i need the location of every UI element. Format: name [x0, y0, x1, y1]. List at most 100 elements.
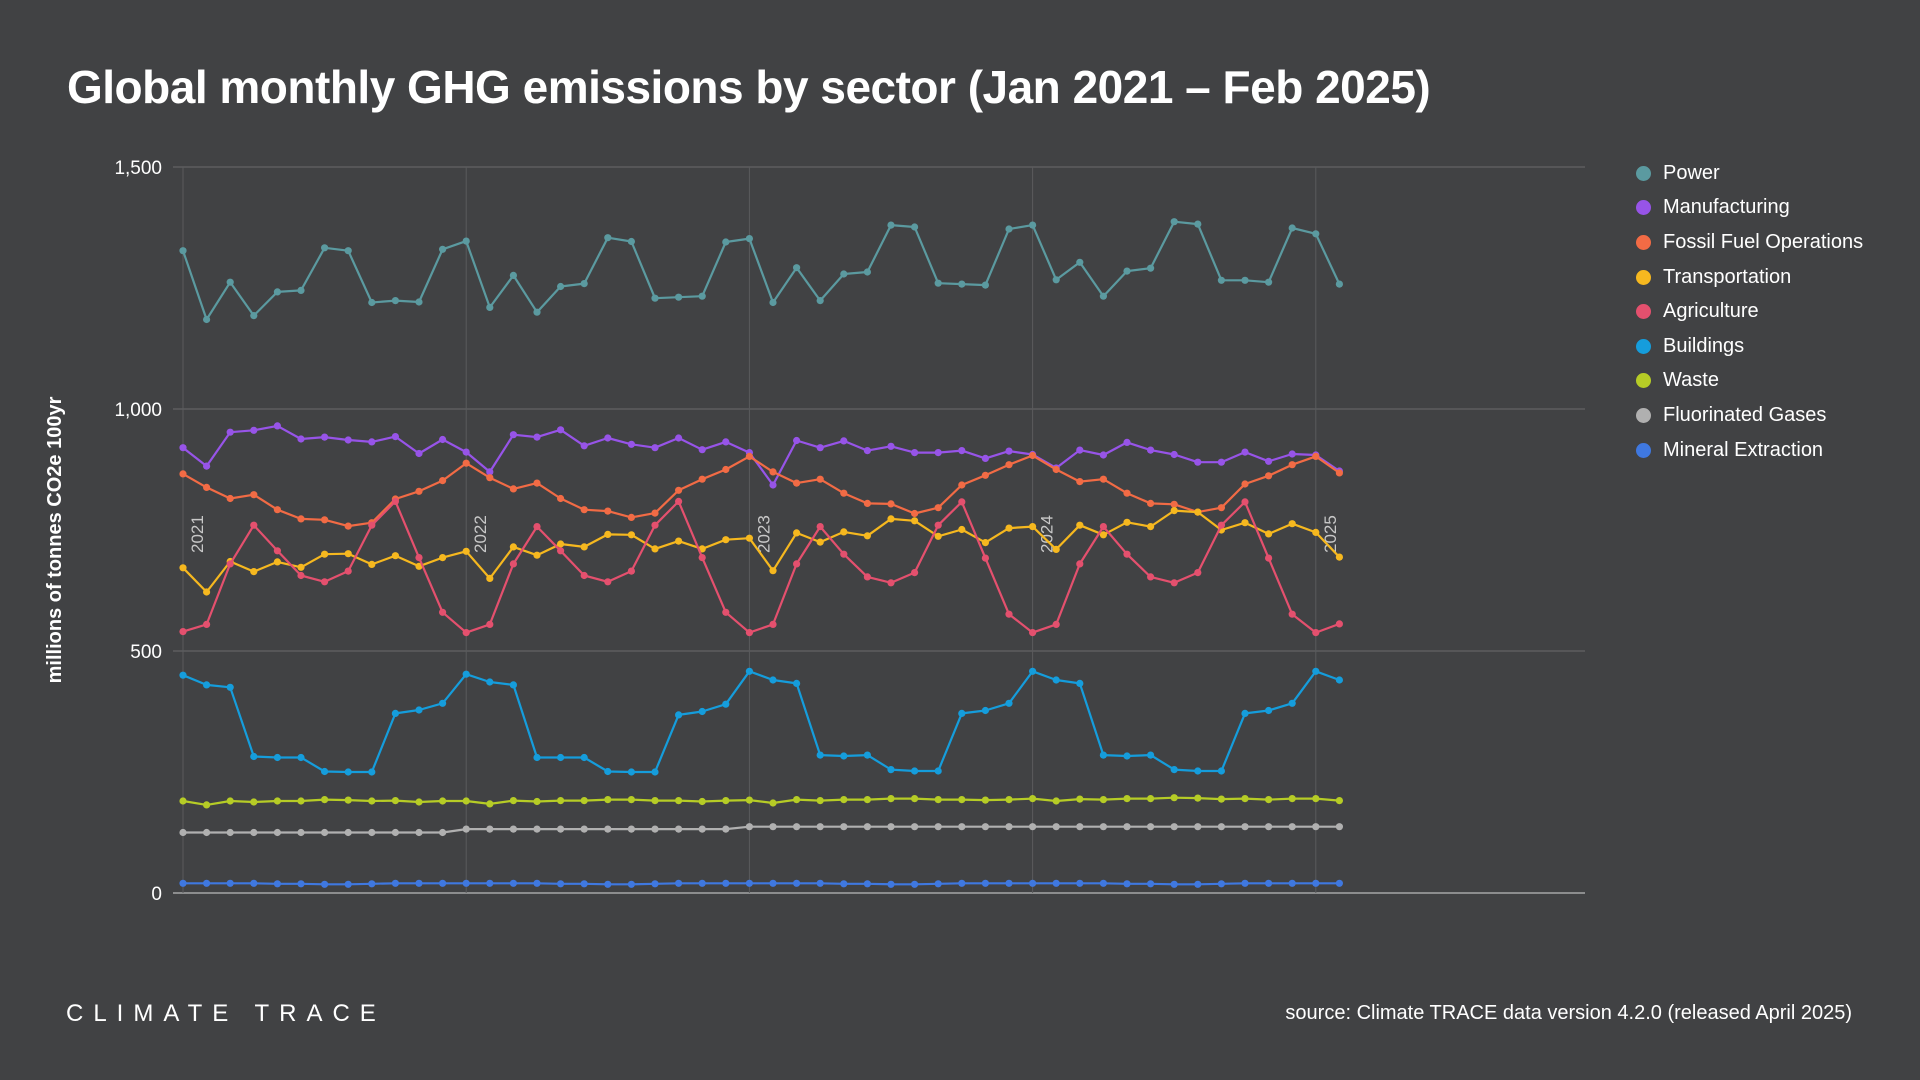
data-point-buildings — [887, 766, 895, 774]
data-point-power — [911, 223, 919, 231]
data-point-waste — [273, 797, 281, 805]
data-point-power — [651, 294, 659, 302]
data-point-power — [1123, 267, 1131, 275]
data-point-fossil-fuel-operations — [745, 452, 754, 460]
data-point-agriculture — [958, 498, 966, 506]
data-point-fossil-fuel-operations — [675, 486, 683, 494]
data-point-agriculture — [179, 628, 187, 636]
data-point-transportation — [344, 550, 352, 558]
data-point-fossil-fuel-operations — [1099, 475, 1107, 483]
data-point-mineral-extraction — [1217, 880, 1225, 888]
data-point-manufacturing — [1288, 450, 1296, 458]
data-point-buildings — [1029, 667, 1037, 675]
data-point-waste — [344, 796, 352, 804]
data-point-buildings — [486, 678, 494, 686]
series-line-fossil-fuel-operations — [182, 454, 1341, 528]
data-point-agriculture — [1241, 498, 1249, 506]
data-point-power — [344, 247, 352, 255]
data-point-buildings — [934, 767, 942, 775]
data-point-agriculture — [462, 629, 470, 637]
data-point-mineral-extraction — [203, 879, 211, 887]
legend-label: Fossil Fuel Operations — [1663, 230, 1864, 253]
data-point-manufacturing — [1241, 448, 1249, 456]
data-point-fossil-fuel-operations — [580, 506, 588, 514]
data-point-waste — [297, 797, 305, 805]
data-point-power — [934, 279, 942, 287]
data-point-waste — [604, 796, 612, 804]
data-point-agriculture — [863, 573, 872, 581]
data-point-power — [1288, 224, 1296, 232]
data-point-buildings — [722, 700, 730, 708]
data-point-mineral-extraction — [391, 879, 399, 887]
data-point-transportation — [1123, 518, 1131, 526]
data-point-fossil-fuel-operations — [1005, 461, 1013, 469]
data-point-manufacturing — [250, 426, 258, 434]
data-point-agriculture — [698, 554, 706, 562]
data-point-buildings — [509, 681, 517, 689]
data-point-waste — [863, 796, 872, 804]
data-point-buildings — [1265, 706, 1273, 715]
data-point-mineral-extraction — [1005, 879, 1013, 887]
data-point-manufacturing — [297, 435, 305, 443]
data-point-agriculture — [226, 560, 234, 568]
year-markers: 2021 2022 2023 2024 2025 — [182, 167, 1340, 893]
data-point-fossil-fuel-operations — [250, 491, 258, 499]
data-point-buildings — [627, 768, 636, 776]
data-point-manufacturing — [203, 462, 211, 470]
data-point-transportation — [675, 537, 683, 545]
data-point-power — [250, 312, 258, 320]
data-point-buildings — [745, 667, 754, 675]
series-fluorinated-gases — [179, 823, 1343, 837]
legend-label: Buildings — [1663, 334, 1745, 357]
data-point-transportation — [1029, 523, 1037, 531]
data-point-mineral-extraction — [981, 879, 990, 887]
data-point-buildings — [604, 767, 612, 776]
data-point-fossil-fuel-operations — [1288, 461, 1296, 469]
data-point-fluorinated-gases — [958, 823, 966, 831]
data-point-transportation — [911, 517, 919, 525]
data-point-manufacturing — [415, 449, 423, 458]
data-point-power — [769, 298, 777, 307]
data-point-buildings — [533, 753, 541, 762]
data-point-waste — [1312, 795, 1320, 803]
data-point-fossil-fuel-operations — [840, 489, 848, 497]
series-lines — [179, 218, 1343, 888]
data-point-agriculture — [533, 523, 541, 531]
data-point-manufacturing — [793, 436, 801, 445]
year-marker-label: 2023 — [754, 515, 773, 553]
data-point-mineral-extraction — [816, 879, 824, 887]
data-point-manufacturing — [344, 436, 352, 444]
series-line-transportation — [182, 509, 1341, 594]
data-point-fluorinated-gases — [509, 825, 517, 833]
data-point-fluorinated-gases — [1052, 823, 1060, 831]
source-note: source: Climate TRACE data version 4.2.0… — [1285, 1002, 1852, 1024]
data-point-fluorinated-gases — [911, 823, 919, 831]
data-point-transportation — [722, 536, 730, 544]
data-point-waste — [745, 796, 754, 804]
legend-item-agriculture: Agriculture — [1636, 294, 1863, 329]
legend-label: Mineral Extraction — [1663, 438, 1824, 461]
data-point-fluorinated-gases — [557, 825, 565, 833]
legend-dot-icon — [1636, 165, 1651, 181]
data-point-fluorinated-gases — [675, 825, 683, 833]
series-buildings — [179, 667, 1343, 776]
data-point-waste — [627, 796, 636, 804]
y-tick-label: 500 — [130, 642, 162, 663]
data-point-fossil-fuel-operations — [1029, 451, 1037, 460]
data-point-mineral-extraction — [675, 879, 683, 887]
data-point-fossil-fuel-operations — [179, 470, 187, 478]
data-point-fluorinated-gases — [462, 825, 470, 833]
data-point-fluorinated-gases — [887, 823, 895, 831]
data-point-agriculture — [203, 620, 211, 629]
data-point-buildings — [793, 679, 801, 688]
chart-title: Global monthly GHG emissions by sector (… — [67, 61, 1431, 113]
data-point-power — [486, 303, 494, 311]
data-point-buildings — [911, 767, 919, 775]
data-point-mineral-extraction — [1241, 879, 1249, 887]
data-point-agriculture — [651, 521, 659, 529]
data-point-fossil-fuel-operations — [1170, 500, 1178, 508]
data-point-mineral-extraction — [722, 879, 730, 887]
data-point-buildings — [675, 711, 683, 719]
legend-label: Power — [1663, 161, 1720, 184]
data-point-mineral-extraction — [651, 880, 659, 888]
